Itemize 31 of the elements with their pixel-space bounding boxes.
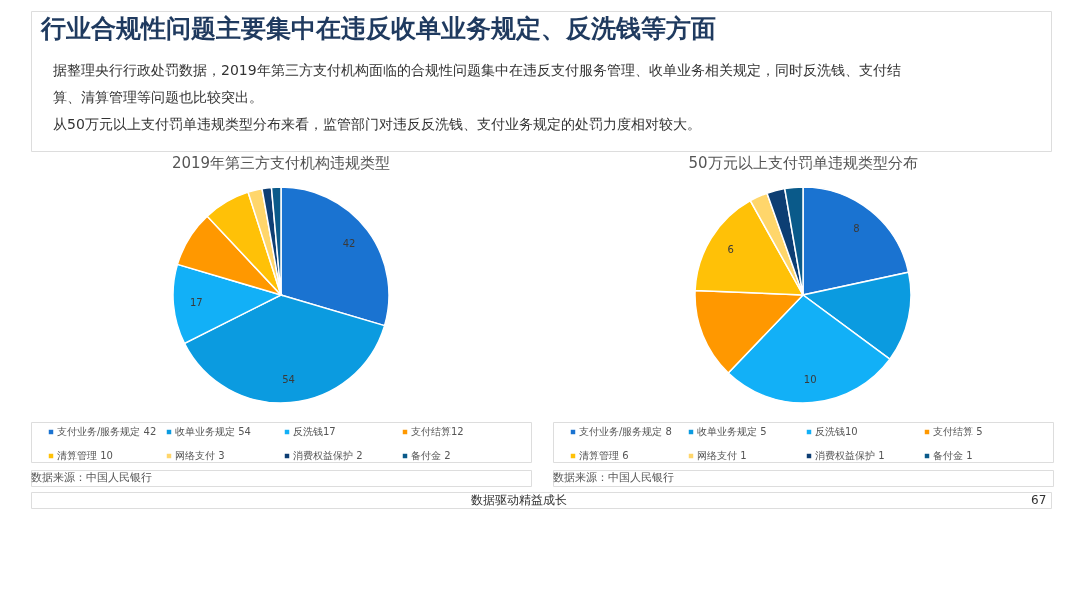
legend-label: 网络支付 3 xyxy=(175,450,225,461)
source-note: 数据来源：中国人民银行 xyxy=(31,471,152,484)
text: 据整理央行行政处罚数据，2019年第三方支付机构面临的合规性问题集中在违反支付服务管理、收单业务相关规定，同时反洗钱、支付结算、清算管理等问题也比较突出。 xyxy=(53,62,901,105)
legend-label: 反洗钱10 xyxy=(815,426,858,437)
legend-label: 支付结算 5 xyxy=(933,426,983,437)
text: 数据驱动精益成长 xyxy=(471,493,567,507)
legend-label: 支付业务/服务规定 42 xyxy=(57,426,157,437)
data-label: 6 xyxy=(727,244,734,256)
legend-label: 消费权益保护 2 xyxy=(293,450,363,461)
legend-label: 备付金 1 xyxy=(933,450,973,461)
source-note: 数据来源：中国人民银行 xyxy=(553,471,674,484)
legend-label: 备付金 2 xyxy=(411,450,451,461)
legend-label: 消费权益保护 1 xyxy=(815,450,885,461)
data-label: 10 xyxy=(803,373,817,385)
legend-label: 清算管理 6 xyxy=(579,450,629,461)
legend-label: 清算管理 10 xyxy=(57,450,113,461)
legend-label: 支付业务/服务规定 8 xyxy=(579,426,672,437)
text: 从50万元以上支付罚单违规类型分布来看，监管部门对违反反洗钱、支付业务规定的处罚力度相对较大。 xyxy=(53,116,701,132)
legend-label: 网络支付 1 xyxy=(697,450,747,461)
data-label: 42 xyxy=(342,238,356,250)
legend-label: 反洗钱17 xyxy=(293,426,336,437)
legend-label: 收单业务规定 5 xyxy=(697,426,767,437)
text: 67 xyxy=(1031,493,1047,507)
legend-label: 收单业务规定 54 xyxy=(175,426,251,437)
legend-label: 支付结算12 xyxy=(411,426,464,437)
text: 行业合规性问题主要集中在违反收单业务规定、反洗钱等方面 xyxy=(40,14,716,43)
chart-title: 50万元以上支付罚单违规类型分布 xyxy=(688,154,918,172)
data-label: 8 xyxy=(853,222,860,234)
chart-title: 2019年第三方支付机构违规类型 xyxy=(171,154,391,172)
data-label: 54 xyxy=(282,373,295,385)
data-label: 17 xyxy=(189,296,203,308)
